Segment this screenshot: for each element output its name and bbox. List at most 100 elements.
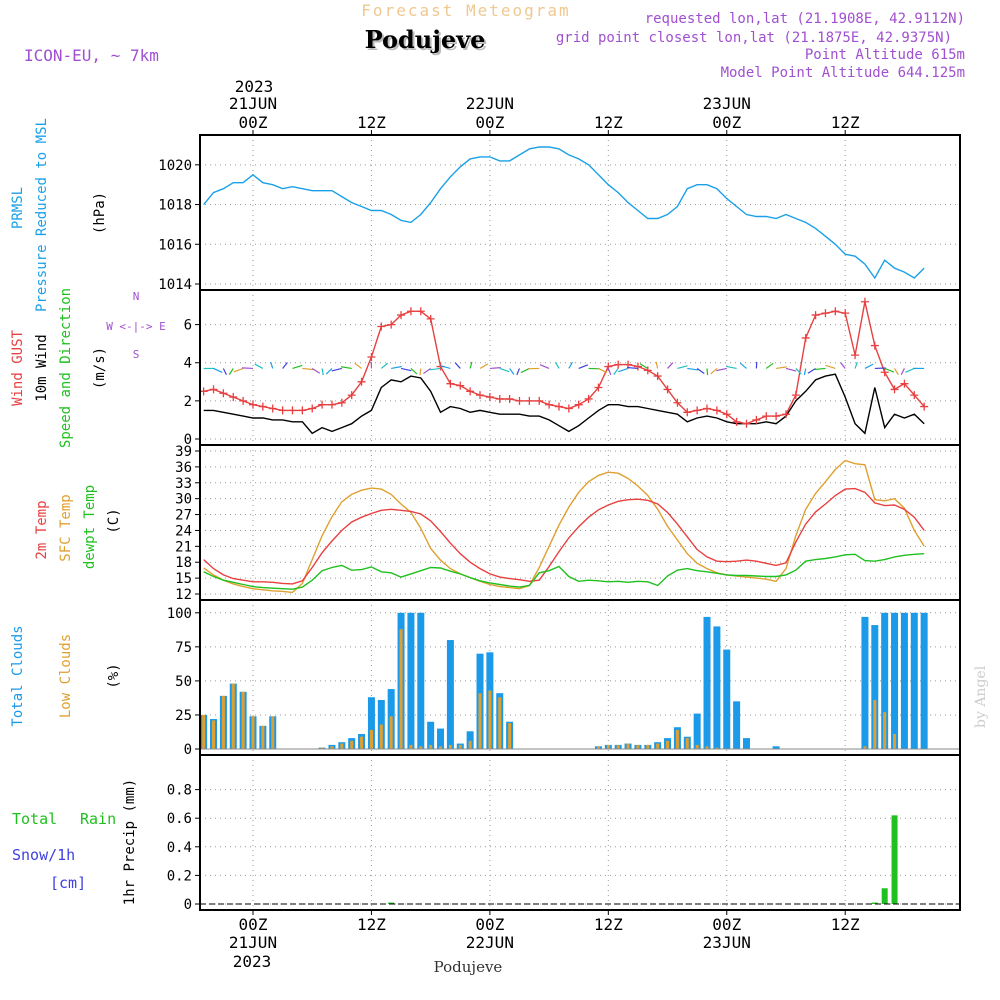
pressure-panel-frame (199, 134, 961, 291)
total-cloud-bar (703, 616, 711, 749)
wind-gust-marker (446, 379, 455, 388)
low-cloud-bar (488, 690, 492, 749)
wind-direction-arrow (254, 363, 264, 369)
wind-direction-arrow (807, 367, 816, 374)
low-cloud-bar (330, 746, 334, 749)
low-cloud-bar (439, 746, 443, 749)
wind-gust-marker (357, 377, 366, 386)
temperature-ytick-label: 33 (175, 476, 192, 492)
wind-gust-marker (781, 410, 790, 419)
wind-ytick-label: 2 (184, 394, 192, 410)
wind-direction-arrow (292, 364, 303, 370)
wind-gust-marker (633, 362, 642, 371)
wind-gust-marker (732, 417, 741, 426)
wind-direction-arrow (539, 364, 550, 370)
wind-gust-marker (594, 383, 603, 392)
precip-ytick-label: 0.8 (167, 783, 192, 799)
wind-direction-arrow (479, 363, 489, 369)
wind-gust-marker (791, 391, 800, 400)
wind-direction-arrow (440, 365, 451, 370)
model-altitude: Model Point Altitude 644.125m (721, 65, 965, 81)
wind-direction-arrow (854, 361, 858, 369)
low-cloud-bar (508, 723, 512, 749)
rain-bar (871, 902, 878, 904)
low-cloud-bar (606, 744, 610, 749)
low-cloud-bar (251, 716, 255, 749)
wind-ytick-label: 6 (184, 318, 192, 334)
total-cloud-bar (723, 649, 731, 749)
top-year: 2023 (235, 77, 274, 96)
low-cloud-bar (893, 734, 897, 749)
low-cloud-bar (221, 695, 225, 749)
wind-gust-marker (742, 419, 751, 428)
wind-gust-marker (367, 353, 376, 362)
axis-layer: 21JUN00Z00Z21JUN12Z12Z22JUN00Z00Z22JUN12… (158, 94, 961, 952)
total-cloud-bar (743, 738, 750, 749)
wind-gust-marker (505, 394, 514, 403)
pressure-unit: (hPa) (92, 192, 108, 234)
wind-direction-arrow (864, 363, 874, 369)
wind-label-1: Wind GUST (10, 330, 26, 406)
wind-direction-arrow (696, 367, 705, 374)
total-cloud-bar (693, 713, 701, 749)
wind-gust-marker (880, 368, 889, 377)
wind-direction-arrow (410, 368, 418, 375)
rain-bar (388, 902, 395, 904)
total-cloud-bar (910, 612, 918, 749)
wind-direction-arrow (213, 367, 223, 373)
wind-gust-marker (860, 297, 869, 306)
wind-direction-arrow (825, 364, 836, 370)
model-label: ICON-EU, ~ 7km (24, 46, 159, 65)
wind-gust-marker (476, 391, 485, 400)
wind-direction-arrow (380, 362, 389, 369)
wind-gust-marker (752, 415, 761, 424)
precip-ytick-label: 0 (184, 897, 192, 913)
wind-direction-arrow (233, 367, 244, 373)
wind-gust-marker (387, 320, 396, 329)
temperature-panel-frame (199, 444, 961, 601)
wind-direction-arrow (354, 362, 362, 369)
temp-2m-line (203, 487, 925, 585)
low-cloud-bar (448, 744, 452, 749)
wind-gust-marker (584, 394, 593, 403)
wind-gust-marker (219, 389, 228, 398)
wind-direction-arrow (311, 367, 321, 374)
wind-direction-arrow (454, 362, 461, 369)
wind-direction-arrow (706, 368, 709, 376)
time-label-bottom-date: 23JUN (703, 933, 751, 952)
pressure-label-1: PRMSL (10, 187, 26, 229)
wind-direction-arrow (555, 361, 560, 369)
wind-gust-marker (249, 400, 257, 409)
wind-gust-marker (653, 372, 662, 381)
wind-gust-marker (841, 309, 850, 318)
total-cloud-bar (367, 697, 375, 749)
wind-gust-marker (416, 307, 425, 316)
wind-gust-marker (377, 322, 386, 331)
time-label-bottom-date: 21JUN (229, 933, 277, 952)
data-layer (199, 146, 960, 905)
wind-ytick-label: 0 (184, 432, 192, 448)
wind-direction-arrow (282, 362, 288, 369)
wind-direction-arrow (626, 366, 638, 370)
wind-gust-marker (209, 385, 218, 394)
low-cloud-bar (350, 740, 354, 749)
wind-gust-marker (545, 400, 554, 409)
low-cloud-bar (873, 699, 877, 749)
wind-gust-marker (821, 309, 830, 318)
wind-gust-marker (239, 396, 248, 405)
low-cloud-bar (261, 725, 265, 749)
wind-compass-we: W <-|-> E (106, 320, 166, 333)
low-cloud-bar (458, 744, 462, 749)
total-cloud-bar (891, 612, 899, 749)
low-cloud-bar (883, 712, 887, 749)
wind-direction-arrow (321, 368, 324, 376)
low-cloud-bar (409, 744, 413, 749)
wind-gust-marker (683, 408, 692, 417)
wind-gust-marker (554, 402, 563, 411)
pressure-ytick-label: 1016 (158, 237, 192, 253)
clouds-panel-frame (199, 599, 961, 756)
supertitle: Forecast Meteogram (361, 1, 570, 20)
time-label-top-hour: 12Z (594, 113, 623, 132)
wind-direction-arrow (302, 367, 314, 371)
total-cloud-bar (713, 626, 721, 749)
